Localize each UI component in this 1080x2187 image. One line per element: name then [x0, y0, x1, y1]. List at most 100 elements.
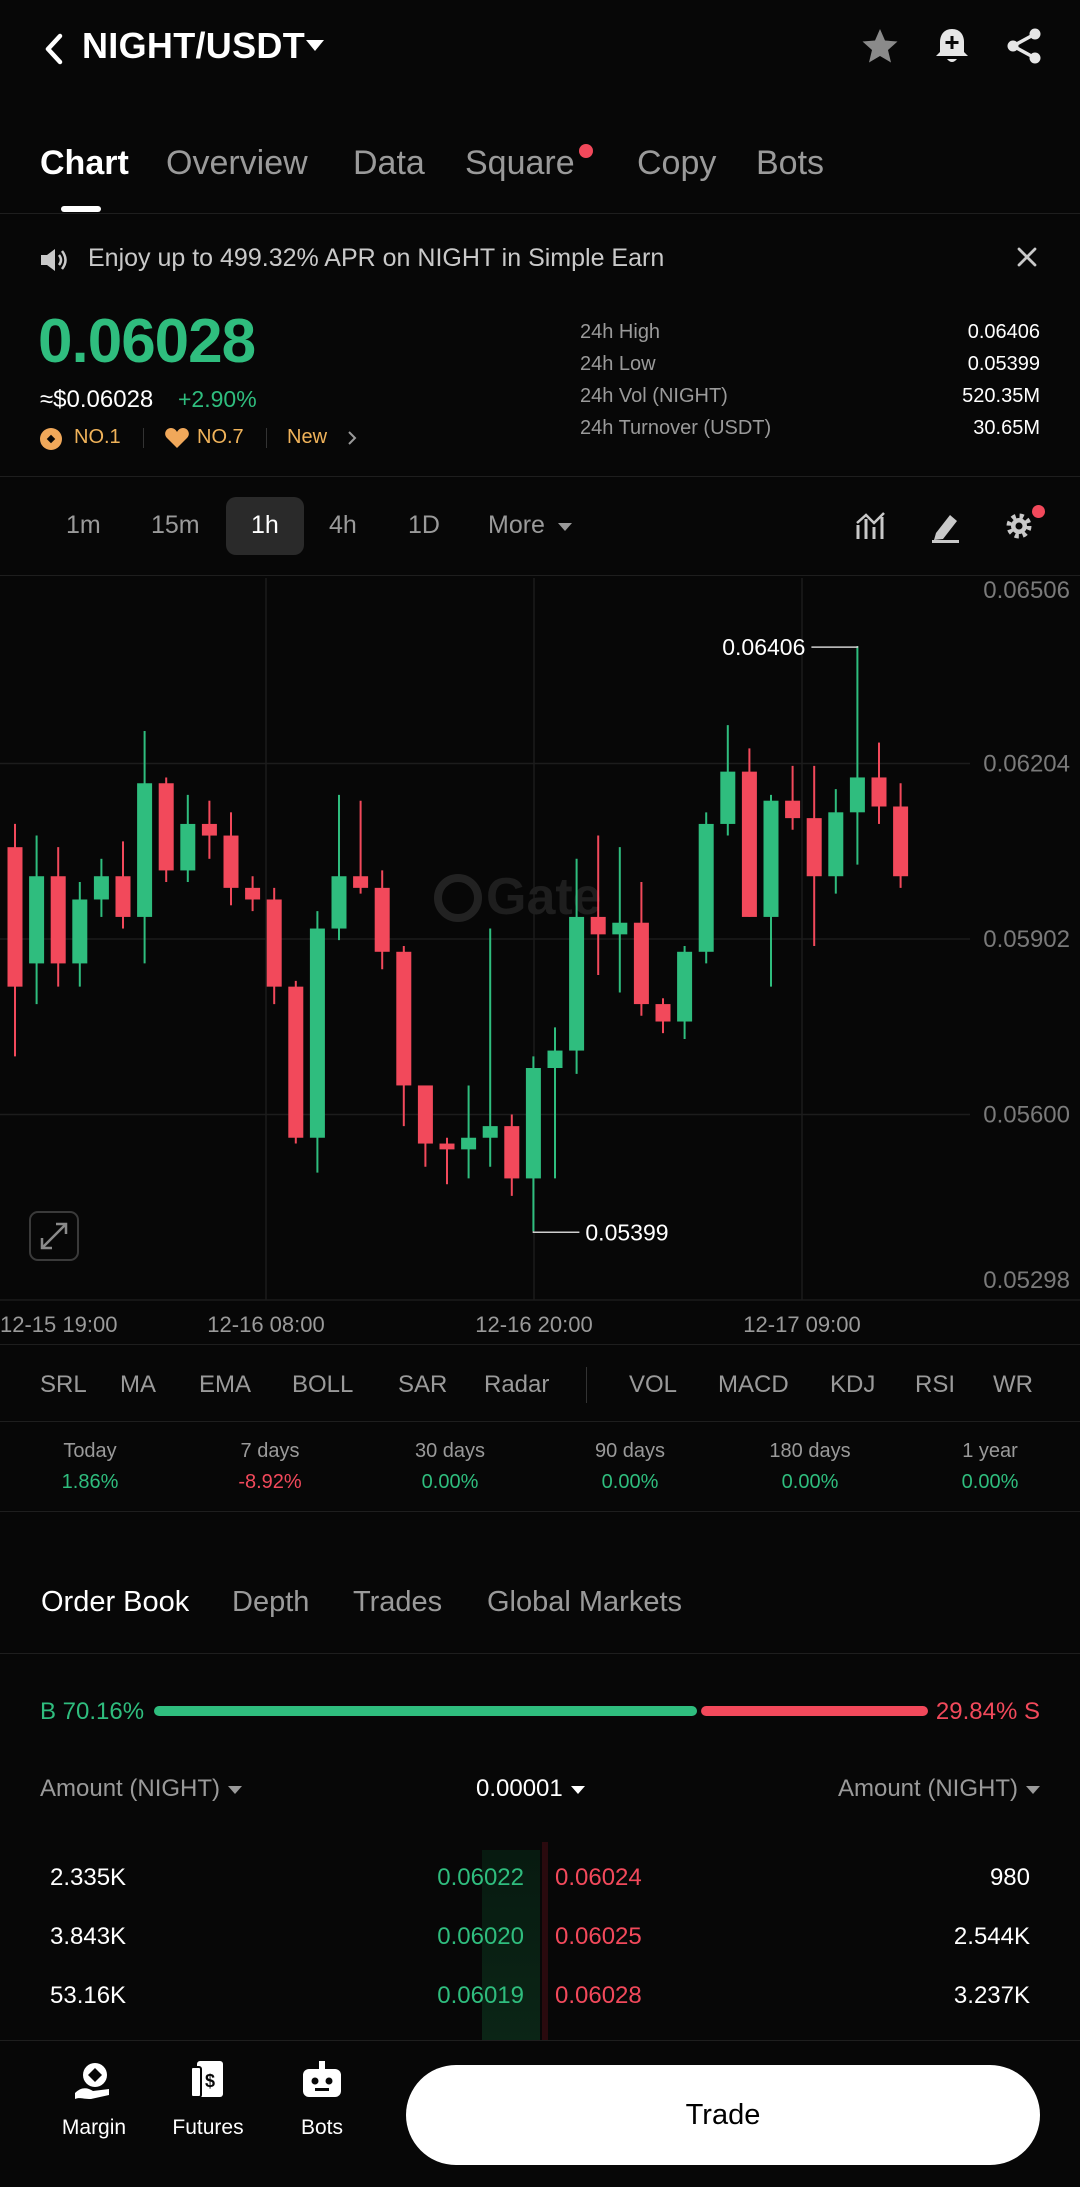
price-chart[interactable]: Gate 0.06506 0.06204 0.05902 0.05600 0.05298… — [0, 578, 1080, 1344]
candle-body — [461, 1137, 477, 1150]
tab-square[interactable]: Square — [465, 144, 575, 182]
close-icon[interactable] — [1014, 244, 1040, 270]
fullscreen-button[interactable] — [29, 1211, 79, 1261]
stat-value: 30.65M — [973, 417, 1040, 439]
y-tick-label: 0.05298 — [983, 1267, 1070, 1294]
bid-price: 0.06020 — [437, 1923, 524, 1950]
rank-1-label[interactable]: NO.1 — [74, 426, 121, 448]
candle-body — [525, 1068, 541, 1179]
amount-right-header[interactable]: Amount (NIGHT) — [838, 1775, 1040, 1803]
tab-trades[interactable]: Trades — [353, 1586, 443, 1618]
back-icon[interactable] — [36, 24, 76, 74]
orderbook-row[interactable]: 3.843K 0.06020 0.06025 2.544K — [0, 1909, 1080, 1967]
period-label: 180 days — [769, 1440, 851, 1462]
candle-up — [849, 646, 865, 865]
period-180d: 180 days 0.00% — [730, 1440, 890, 1494]
indicator-macd[interactable]: MACD — [718, 1371, 789, 1398]
nav-futures[interactable]: $ Futures — [158, 2059, 258, 2140]
chevron-down-icon[interactable] — [558, 523, 572, 531]
heart-icon — [165, 428, 189, 448]
tab-overview[interactable]: Overview — [166, 144, 308, 182]
candle-body — [201, 823, 217, 836]
candle-body — [309, 928, 325, 1138]
tab-order-book[interactable]: Order Book — [41, 1586, 190, 1618]
trade-button[interactable]: Trade — [406, 2065, 1040, 2165]
new-tag[interactable]: New — [287, 426, 328, 448]
bid-depth-shade — [482, 1850, 540, 2040]
indicator-vol[interactable]: VOL — [629, 1371, 678, 1398]
candle-body — [806, 818, 822, 877]
chevron-right-icon[interactable] — [346, 430, 358, 446]
share-icon[interactable] — [1002, 24, 1046, 68]
tab-bots[interactable]: Bots — [756, 144, 825, 182]
interval-1h[interactable]: 1h — [251, 511, 279, 539]
interval-4h[interactable]: 4h — [329, 511, 357, 539]
period-label: 90 days — [594, 1440, 666, 1462]
y-axis-labels: 0.06506 0.06204 0.05902 0.05600 0.05298 — [983, 578, 1070, 1294]
interval-1m[interactable]: 1m — [66, 511, 101, 539]
indicator-kdj[interactable]: KDJ — [830, 1371, 876, 1398]
ask-amount: 2.544K — [953, 1923, 1030, 1950]
period-label: 30 days — [414, 1440, 486, 1462]
indicator-radar[interactable]: Radar — [484, 1371, 550, 1398]
nav-margin[interactable]: Margin — [44, 2059, 144, 2140]
candle-body — [245, 887, 261, 900]
candle-down — [50, 847, 66, 987]
star-icon[interactable] — [858, 24, 902, 68]
candle-up — [309, 911, 325, 1173]
candle-body — [893, 806, 909, 877]
candle-body — [763, 800, 779, 917]
indicator-bar: SRL MA EMA BOLL SAR Radar VOL MACD KDJ R… — [0, 1344, 1080, 1422]
stat-label: 24h Vol (NIGHT) — [580, 385, 728, 407]
last-price: 0.06028 — [38, 307, 256, 376]
candle-down — [504, 1114, 520, 1196]
indicator-srl[interactable]: SRL — [40, 1371, 87, 1398]
bots-icon — [303, 2061, 341, 2097]
candle-up — [763, 794, 779, 987]
bid-price: 0.06022 — [437, 1864, 524, 1891]
indicator-rsi[interactable]: RSI — [915, 1371, 956, 1398]
candle-up — [547, 1027, 563, 1179]
rank-2-label[interactable]: NO.7 — [197, 426, 244, 448]
period-label: 7 days — [240, 1440, 300, 1462]
promo-banner[interactable]: Enjoy up to 499.32% APR on NIGHT in Simp… — [0, 226, 1080, 290]
pair-title[interactable]: NIGHT/USDT — [82, 25, 305, 66]
candle-up — [482, 928, 498, 1167]
candle-body — [482, 1126, 498, 1138]
tab-depth[interactable]: Depth — [232, 1586, 310, 1618]
interval-1d[interactable]: 1D — [408, 511, 440, 539]
candle-body — [828, 812, 844, 877]
svg-text:$: $ — [205, 2071, 215, 2091]
ask-price: 0.06028 — [555, 1982, 642, 2009]
candle-body — [266, 899, 282, 987]
interval-15m[interactable]: 15m — [151, 511, 200, 539]
indicator-wr[interactable]: WR — [993, 1371, 1033, 1398]
nav-bots[interactable]: Bots — [272, 2059, 372, 2140]
indicator-ema[interactable]: EMA — [199, 1371, 252, 1398]
draw-icon[interactable] — [928, 509, 962, 543]
interval-more[interactable]: More — [488, 511, 545, 539]
candle-body — [633, 922, 649, 1005]
indicator-icon[interactable] — [854, 509, 888, 543]
indicator-ma[interactable]: MA — [120, 1371, 156, 1398]
precision-select[interactable]: 0.00001 — [476, 1775, 585, 1803]
candle-body — [223, 835, 239, 888]
tab-copy[interactable]: Copy — [637, 144, 717, 182]
indicator-boll[interactable]: BOLL — [292, 1371, 354, 1398]
indicator-sar[interactable]: SAR — [398, 1371, 448, 1398]
amount-left-header[interactable]: Amount (NIGHT) — [40, 1775, 243, 1803]
tab-data[interactable]: Data — [353, 144, 425, 182]
price-alert-icon[interactable] — [930, 24, 974, 68]
orderbook-row[interactable]: 2.335K 0.06022 0.06024 980 — [0, 1850, 1080, 1908]
candle-up — [569, 858, 585, 1074]
main-tabs: Chart Overview Data Square Copy Bots — [0, 130, 1080, 214]
orderbook-row[interactable]: 53.16K 0.06019 0.06028 3.237K — [0, 1968, 1080, 2026]
expand-icon — [40, 1222, 68, 1250]
chevron-down-icon — [228, 1785, 243, 1794]
tab-global-markets[interactable]: Global Markets — [487, 1586, 683, 1618]
tab-chart[interactable]: Chart — [40, 144, 129, 182]
y-tick-label: 0.05600 — [983, 1102, 1070, 1129]
pair-dropdown-icon[interactable] — [306, 40, 324, 51]
period-performance: Today 1.86% 7 days -8.92% 30 days 0.00% … — [0, 1424, 1080, 1512]
settings-icon[interactable] — [1002, 509, 1036, 543]
